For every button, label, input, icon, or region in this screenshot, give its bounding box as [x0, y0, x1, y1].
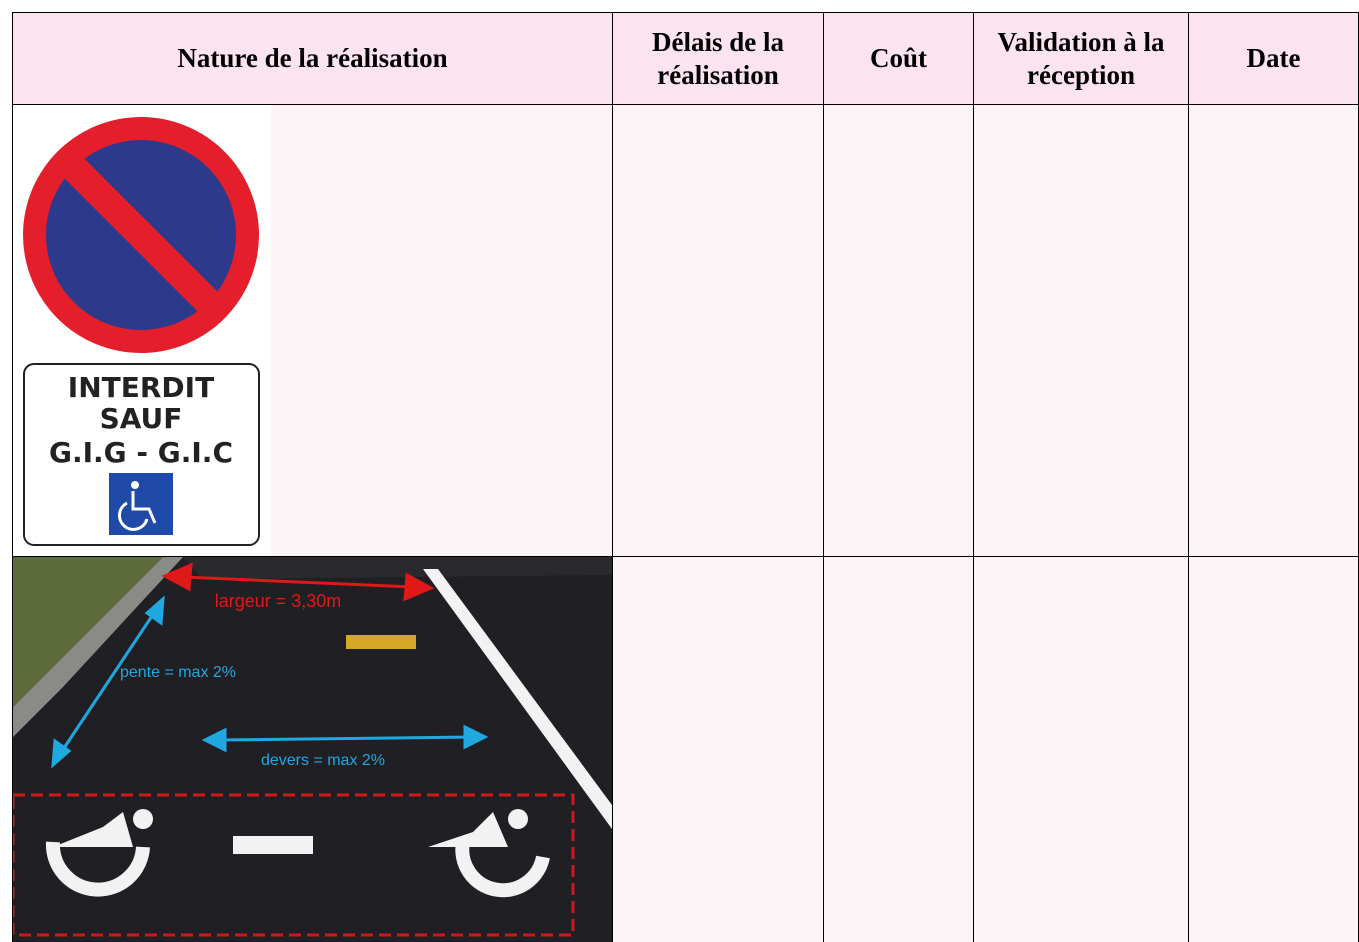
cell — [1188, 556, 1359, 942]
cell — [612, 104, 824, 557]
header-cell: Délais de la réalisation — [612, 12, 824, 105]
sign-text: SAUF — [100, 402, 183, 435]
header-cell: Coût — [823, 12, 974, 105]
header-cell: Nature de la réalisation — [12, 12, 613, 105]
sign-image: INTERDIT SAUF G.I.G - G.I.C — [13, 105, 271, 556]
cell — [823, 556, 974, 942]
photo-label: devers = max 2% — [261, 752, 385, 769]
header-cell: Validation à la réception — [973, 12, 1189, 105]
sign-text: G.I.G - G.I.C — [49, 436, 233, 469]
photo-label: largeur = 3,30m — [215, 591, 342, 611]
cell — [612, 556, 824, 942]
cell — [973, 556, 1189, 942]
cell — [973, 104, 1189, 557]
photo-label: pente = max 2% — [120, 664, 236, 681]
parking-photo: largeur = 3,30m pente = max 2% devers = … — [13, 557, 612, 942]
cell — [1188, 104, 1359, 557]
header-cell: Date — [1188, 12, 1359, 105]
cell — [823, 104, 974, 557]
sign-text: INTERDIT — [68, 371, 214, 404]
